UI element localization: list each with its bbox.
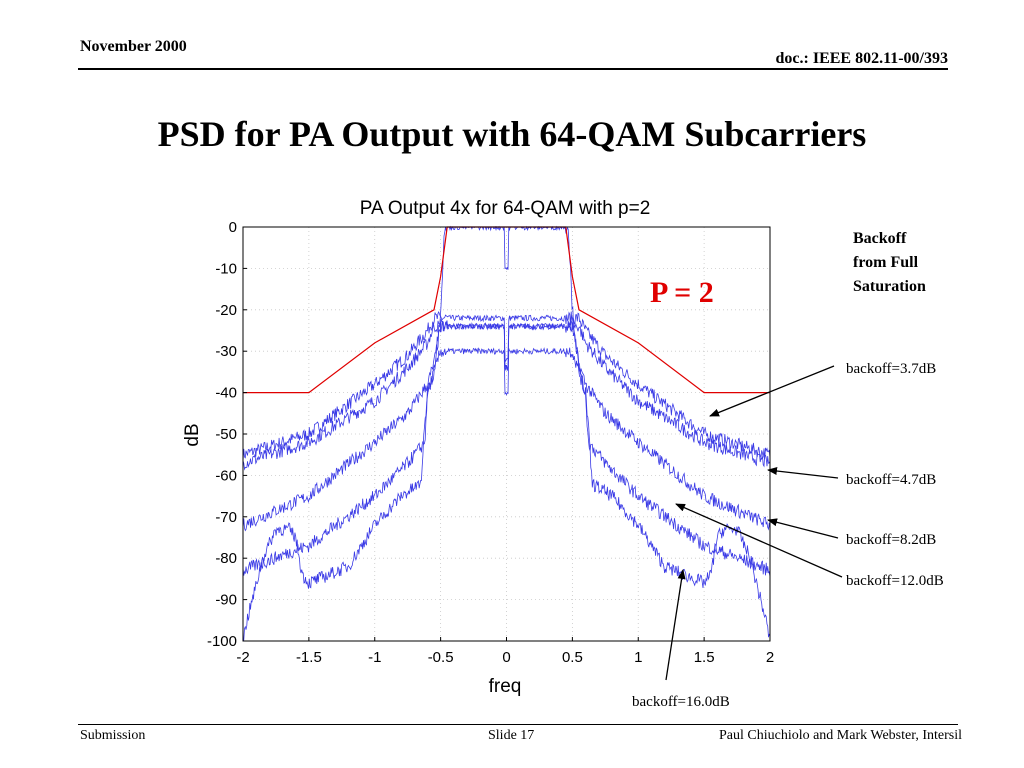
- footer-submission: Submission: [80, 728, 146, 743]
- arrow-backoff-4-7: [767, 467, 839, 479]
- y-tick-label: -10: [215, 260, 237, 277]
- slide-title: PSD for PA Output with 64-QAM Subcarrier…: [157, 114, 867, 154]
- y-tick-label: -50: [215, 426, 237, 443]
- psd-trace-1: [242, 311, 771, 462]
- y-tick-label: 0: [229, 219, 237, 236]
- annotation-backoff-8-2: backoff=8.2dB: [846, 532, 936, 548]
- footer-rule: [78, 724, 958, 725]
- y-tick-label: -20: [215, 302, 237, 319]
- y-tick-label: -100: [207, 633, 237, 650]
- y-tick-label: -30: [215, 343, 237, 360]
- header-doc-id: doc.: IEEE 802.11-00/393: [775, 50, 948, 67]
- axis-ticks: -2 -1.5 -1 -0.5 0 0.5 1 1.5 2 0 -10 -20 -30 -40 -50 -60…: [207, 219, 774, 666]
- header-date: November 2000: [80, 38, 187, 55]
- psd-trace-4: [242, 347, 771, 577]
- x-tick-label: -0.5: [428, 649, 454, 666]
- x-tick-label: 2: [766, 649, 774, 666]
- y-axis-label: dB: [182, 423, 203, 446]
- p-equals-label: P = 2: [650, 276, 714, 309]
- annotation-backoff-12-0: backoff=12.0dB: [846, 573, 944, 589]
- x-tick-label: 1.5: [694, 649, 715, 666]
- arrow-backoff-8-2: [767, 518, 839, 539]
- footer-slide-number: Slide 17: [488, 728, 535, 743]
- x-tick-label: -2: [236, 649, 249, 666]
- annotation-backoff-4-7: backoff=4.7dB: [846, 472, 936, 488]
- y-tick-label: -70: [215, 509, 237, 526]
- arrow-backoff-12-0: [675, 503, 843, 578]
- annotation-backoff-3-7: backoff=3.7dB: [846, 361, 936, 377]
- y-tick-label: -40: [215, 385, 237, 402]
- chart-grid: [243, 227, 770, 641]
- header-rule: [78, 68, 948, 70]
- chart-title: PA Output 4x for 64-QAM with p=2: [360, 198, 651, 219]
- x-tick-label: -1.5: [296, 649, 322, 666]
- footer-authors: Paul Chiuchiolo and Mark Webster, Inters…: [718, 728, 962, 743]
- x-tick-label: 1: [634, 649, 642, 666]
- legend-title-line-1: Backoff: [853, 230, 907, 247]
- annotation-backoff-16-0: backoff=16.0dB: [632, 694, 730, 710]
- x-tick-label: -1: [368, 649, 381, 666]
- legend-title-line-2: from Full: [853, 254, 919, 271]
- arrow-backoff-3-7: [709, 365, 835, 417]
- x-tick-label: 0.5: [562, 649, 583, 666]
- y-tick-label: -60: [215, 467, 237, 484]
- x-axis-label: freq: [489, 676, 522, 697]
- y-tick-label: -80: [215, 550, 237, 567]
- y-tick-label: -90: [215, 592, 237, 609]
- psd-trace-3: [242, 319, 771, 532]
- legend-title-line-3: Saturation: [853, 278, 926, 295]
- x-tick-label: 0: [502, 649, 510, 666]
- arrow-backoff-16-0: [665, 569, 686, 681]
